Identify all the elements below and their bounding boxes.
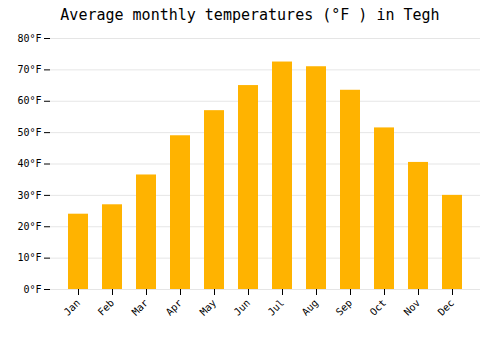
svg-text:10°F: 10°F	[17, 252, 41, 263]
svg-text:50°F: 50°F	[17, 127, 41, 138]
svg-text:Dec: Dec	[436, 297, 457, 318]
svg-text:30°F: 30°F	[17, 190, 41, 201]
svg-text:Nov: Nov	[402, 297, 423, 318]
svg-text:Aug: Aug	[300, 297, 321, 318]
svg-text:May: May	[198, 297, 219, 318]
svg-text:Jun: Jun	[232, 297, 253, 318]
svg-text:70°F: 70°F	[17, 64, 41, 75]
html-text:Average monthly temperatures (: Average monthly temperatures (°F ) in Te…	[60, 6, 440, 24]
svg-text:Jul: Jul	[266, 297, 287, 318]
svg-text:Mar: Mar	[130, 297, 151, 318]
svg-text:20°F: 20°F	[17, 221, 41, 232]
svg-text:Feb: Feb	[96, 297, 117, 318]
svg-text:Sep: Sep	[334, 297, 355, 318]
svg-text:40°F: 40°F	[17, 158, 41, 169]
svg-text:60°F: 60°F	[17, 95, 41, 106]
svg-text:80°F: 80°F	[17, 33, 41, 44]
svg-text:Apr: Apr	[164, 297, 185, 318]
svg-text:Oct: Oct	[368, 297, 389, 318]
svg-text:0°F: 0°F	[23, 284, 41, 295]
svg-text:Jan: Jan	[62, 297, 83, 318]
